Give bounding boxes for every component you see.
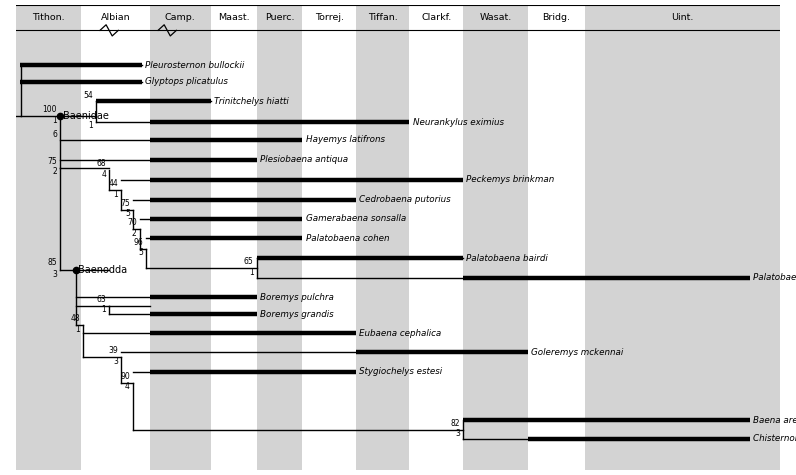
Text: 100: 100: [43, 104, 57, 114]
Text: Maast.: Maast.: [218, 13, 249, 22]
Bar: [256, 5, 302, 470]
Text: 4: 4: [101, 170, 106, 179]
Text: 5: 5: [125, 209, 130, 218]
Text: Gamerabaena sonsalla: Gamerabaena sonsalla: [306, 214, 406, 223]
Text: Tiffan.: Tiffan.: [368, 13, 397, 22]
Text: Tithon.: Tithon.: [32, 13, 64, 22]
Text: 48: 48: [71, 314, 80, 323]
Bar: [356, 5, 409, 470]
Text: 3: 3: [53, 270, 57, 279]
Text: 90: 90: [120, 372, 130, 381]
Bar: [16, 5, 81, 470]
Text: 1: 1: [53, 116, 57, 125]
Text: Baenidae: Baenidae: [63, 112, 108, 122]
Text: Plesiobaena antiqua: Plesiobaena antiqua: [259, 155, 348, 164]
Text: Palatobaena cohen: Palatobaena cohen: [306, 234, 389, 243]
Text: Pleurosternon bullockii: Pleurosternon bullockii: [145, 61, 244, 70]
Text: 54: 54: [84, 91, 93, 100]
Text: Bridg.: Bridg.: [543, 13, 571, 22]
Text: Palatobaena bairdi: Palatobaena bairdi: [466, 254, 548, 263]
Text: 1: 1: [101, 305, 106, 314]
Text: Boremys grandis: Boremys grandis: [259, 310, 334, 319]
Text: 4: 4: [125, 382, 130, 391]
Text: Baenodda: Baenodda: [78, 265, 127, 275]
Text: Goleremys mckennai: Goleremys mckennai: [531, 348, 623, 357]
Text: 63: 63: [96, 294, 106, 304]
Bar: [463, 5, 528, 470]
Text: Boremys pulchra: Boremys pulchra: [259, 293, 334, 302]
Text: 85: 85: [48, 258, 57, 267]
Text: Baena arenosa: Baena arenosa: [752, 416, 796, 425]
Text: Palatobaena gaffneyi: Palatobaena gaffneyi: [752, 274, 796, 283]
Text: 82: 82: [451, 418, 460, 428]
Text: 3: 3: [455, 429, 460, 438]
Text: Neurankylus eximius: Neurankylus eximius: [412, 117, 504, 126]
Text: 39: 39: [108, 346, 119, 355]
Text: Albian: Albian: [100, 13, 130, 22]
Text: 1: 1: [114, 190, 119, 199]
Text: Cedrobaena putorius: Cedrobaena putorius: [359, 195, 451, 204]
Text: 5: 5: [138, 248, 142, 257]
Text: 70: 70: [127, 218, 137, 227]
Text: 65: 65: [244, 257, 254, 266]
Text: Chisternon undatum: Chisternon undatum: [752, 434, 796, 443]
Text: Eubaena cephalica: Eubaena cephalica: [359, 329, 441, 338]
Text: 2: 2: [53, 167, 57, 176]
Text: 3: 3: [114, 357, 119, 366]
Text: 75: 75: [48, 157, 57, 166]
Text: 96: 96: [133, 238, 142, 247]
Text: Trinitchelys hiatti: Trinitchelys hiatti: [214, 96, 289, 105]
Bar: [150, 5, 211, 470]
Text: Torrej.: Torrej.: [314, 13, 344, 22]
Bar: [585, 5, 780, 470]
Text: 68: 68: [96, 159, 106, 168]
Text: 2: 2: [132, 229, 137, 238]
Text: 1: 1: [249, 268, 254, 277]
Text: 1: 1: [88, 121, 93, 130]
Text: Wasat.: Wasat.: [479, 13, 512, 22]
Text: 75: 75: [120, 199, 130, 208]
Text: Uint.: Uint.: [672, 13, 694, 22]
Text: 1: 1: [76, 325, 80, 334]
Text: 44: 44: [108, 180, 119, 189]
Text: Puerc.: Puerc.: [265, 13, 295, 22]
Text: Hayemys latifrons: Hayemys latifrons: [306, 135, 384, 144]
Text: Clarkf.: Clarkf.: [421, 13, 451, 22]
Text: Camp.: Camp.: [165, 13, 196, 22]
Text: Peckemys brinkman: Peckemys brinkman: [466, 175, 554, 184]
Text: Stygiochelys estesi: Stygiochelys estesi: [359, 367, 442, 376]
Text: 6: 6: [53, 130, 57, 139]
Text: Glyptops plicatulus: Glyptops plicatulus: [145, 77, 228, 86]
